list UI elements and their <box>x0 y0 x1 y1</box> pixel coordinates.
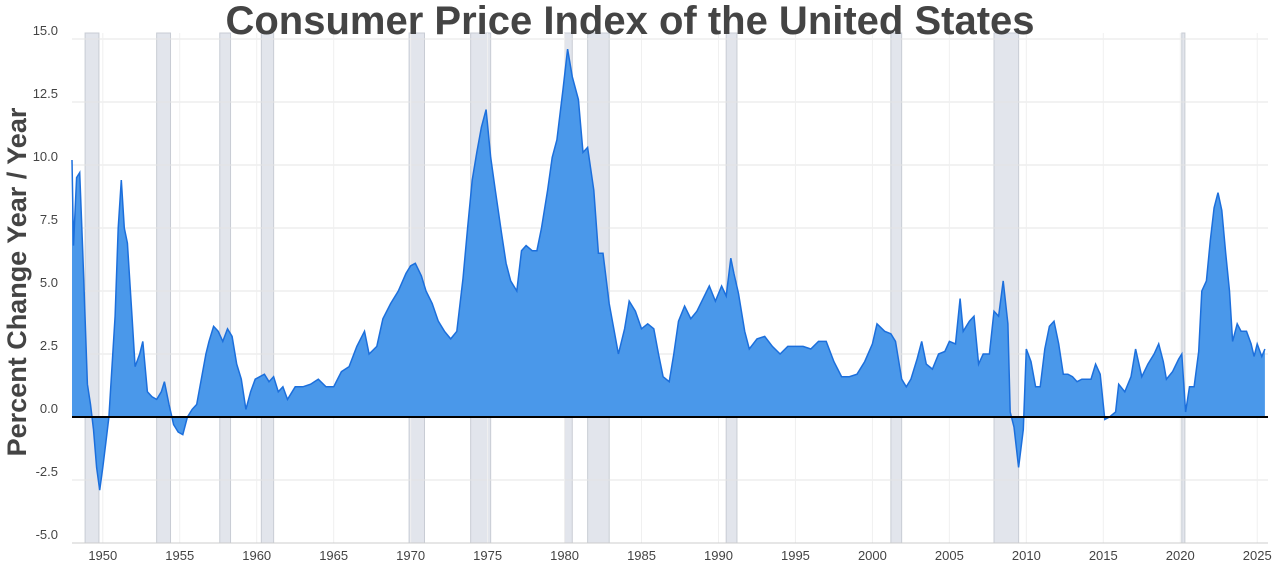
y-tick-label: -2.5 <box>36 464 58 479</box>
x-tick-label: 2020 <box>1166 548 1195 563</box>
x-tick-label: 1980 <box>550 548 579 563</box>
recession-band <box>1181 32 1186 544</box>
x-tick-label: 2005 <box>935 548 964 563</box>
y-tick-label: -5.0 <box>36 527 58 542</box>
x-tick-label: 2025 <box>1243 548 1272 563</box>
x-tick-label: 1950 <box>88 548 117 563</box>
x-tick-label: 1955 <box>165 548 194 563</box>
y-tick-label: 2.5 <box>40 338 58 353</box>
recession-band <box>260 32 275 544</box>
x-tick-label: 1990 <box>704 548 733 563</box>
x-tick-label: 1960 <box>242 548 271 563</box>
y-tick-label: 0.0 <box>40 401 58 416</box>
recession-band <box>156 32 172 544</box>
x-tick-label: 1985 <box>627 548 656 563</box>
x-tick-label: 1970 <box>396 548 425 563</box>
y-tick-label: 15.0 <box>33 23 58 38</box>
recession-band <box>993 32 1020 544</box>
y-tick-label: 12.5 <box>33 86 58 101</box>
recession-band <box>890 32 903 544</box>
area <box>72 49 1265 491</box>
x-tick-label: 1965 <box>319 548 348 563</box>
y-tick-label: 7.5 <box>40 212 58 227</box>
x-tick-label: 1975 <box>473 548 502 563</box>
chart-title: Consumer Price Index of the United State… <box>225 0 1034 43</box>
x-tick-label: 2015 <box>1089 548 1118 563</box>
x-tick-label: 2000 <box>858 548 887 563</box>
y-tick-label: 10.0 <box>33 149 58 164</box>
x-tick-label: 2010 <box>1012 548 1041 563</box>
line <box>71 48 1266 491</box>
y-axis-label: Percent Change Year / Year <box>2 107 32 456</box>
background-layer <box>72 32 1268 544</box>
recession-band <box>219 32 232 544</box>
y-tick-label: 5.0 <box>40 275 58 290</box>
x-tick-label: 1995 <box>781 548 810 563</box>
